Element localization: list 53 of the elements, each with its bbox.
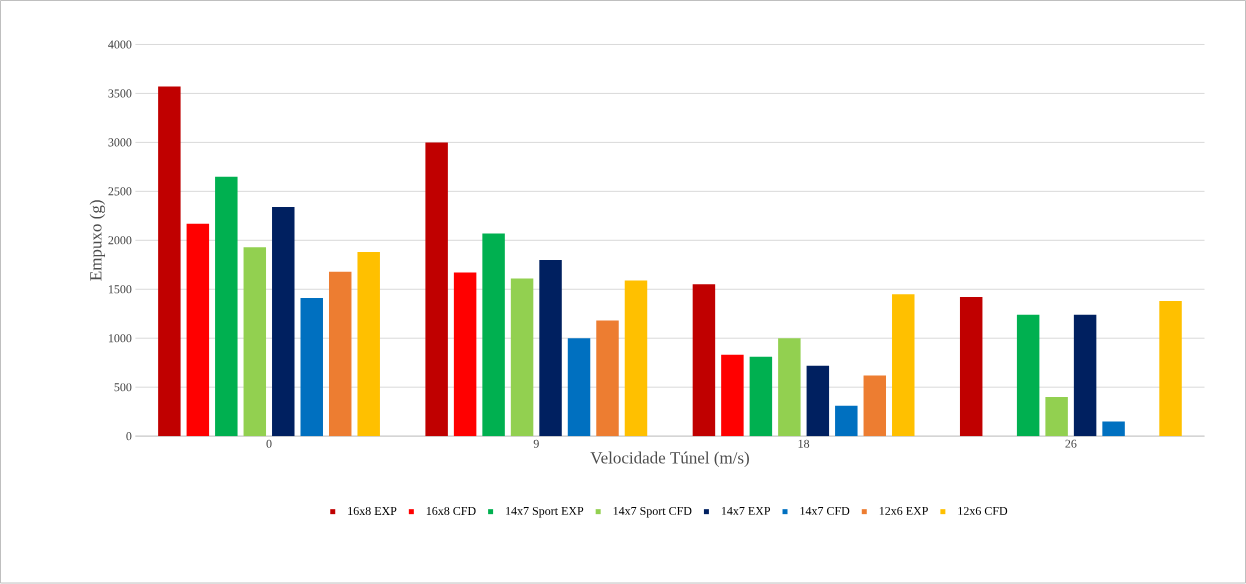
legend-label: 16x8 EXP — [348, 507, 397, 516]
bar — [835, 406, 858, 437]
y-tick-label: 3000 — [108, 138, 132, 147]
bar — [892, 294, 915, 437]
y-tick-label: 500 — [114, 383, 132, 392]
y-tick-label: 0 — [126, 432, 132, 441]
bar — [243, 247, 267, 437]
bar — [596, 320, 619, 437]
y-tick-label: 1500 — [108, 285, 132, 294]
bar — [539, 260, 562, 437]
bar — [692, 284, 716, 437]
bar — [510, 278, 534, 437]
bar — [1073, 314, 1097, 437]
x-tick-label: 9 — [533, 439, 539, 448]
y-axis-title: Empuxo (g) — [89, 200, 106, 281]
bar — [806, 365, 830, 437]
bar — [215, 176, 238, 437]
bar — [158, 86, 181, 437]
y-tick-label: 4000 — [108, 40, 132, 49]
bar — [300, 298, 323, 437]
x-tick-label: 18 — [798, 439, 810, 448]
bar — [453, 272, 477, 437]
bar — [749, 357, 773, 437]
bar — [1016, 314, 1040, 437]
legend-label: 12x6 CFD — [958, 507, 1008, 516]
legend-label: 14x7 Sport EXP — [506, 507, 584, 518]
bar — [778, 338, 801, 437]
bar — [624, 280, 648, 437]
bar — [1045, 397, 1068, 437]
legend-label: 14x7 Sport CFD — [613, 507, 692, 518]
bar — [721, 355, 744, 437]
bar — [482, 233, 505, 437]
bar — [567, 338, 591, 437]
legend-label: 12x6 EXP — [879, 507, 928, 516]
legend-label: 16x8 CFD — [426, 507, 476, 516]
y-tick-label: 3500 — [108, 89, 132, 98]
bar — [863, 375, 887, 437]
x-axis-title: Velocidade Túnel (m/s) — [590, 451, 749, 468]
bar — [1102, 421, 1125, 437]
bar — [1159, 301, 1182, 437]
bar — [186, 223, 210, 437]
x-tick-label: 26 — [1065, 439, 1077, 448]
bar — [425, 142, 448, 437]
bar — [272, 207, 295, 437]
y-tick-label: 1000 — [108, 334, 132, 343]
x-tick-label: 0 — [266, 439, 272, 448]
y-tick-label: 2000 — [108, 236, 132, 245]
bar — [959, 297, 983, 437]
legend-label: 14x7 CFD — [800, 507, 850, 516]
legend-label: 14x7 EXP — [721, 507, 771, 516]
bar — [328, 271, 352, 437]
bar — [357, 252, 380, 437]
y-tick-label: 2500 — [108, 187, 132, 196]
